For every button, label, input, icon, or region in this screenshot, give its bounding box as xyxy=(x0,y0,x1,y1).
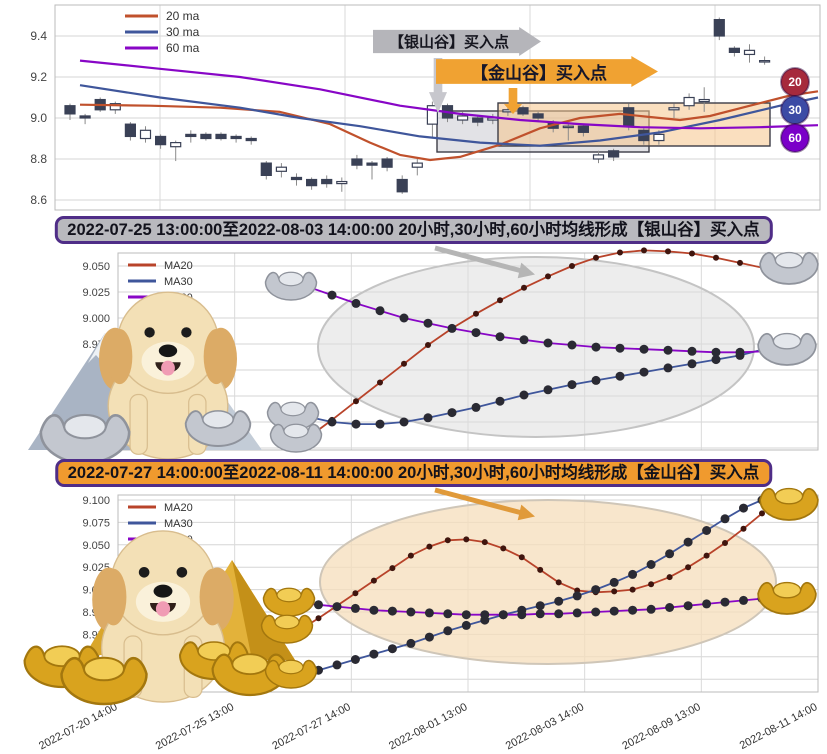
svg-text:60: 60 xyxy=(788,131,802,145)
svg-text:2022-08-11 14:00: 2022-08-11 14:00 xyxy=(738,701,820,752)
svg-text:MA20: MA20 xyxy=(164,502,193,514)
svg-text:9.100: 9.100 xyxy=(82,495,110,507)
svg-text:9.000: 9.000 xyxy=(82,313,110,325)
svg-text:9.0: 9.0 xyxy=(30,111,47,125)
svg-text:30 ma: 30 ma xyxy=(166,25,200,39)
silver-valley-ellipse xyxy=(317,256,755,438)
gold-ingot-icon xyxy=(262,587,316,617)
ma-badges: 20 30 60 xyxy=(780,67,810,153)
svg-text:2022-08-09 13:00: 2022-08-09 13:00 xyxy=(620,701,702,752)
silver-valley-annotation: 【银山谷】买入点 xyxy=(373,27,541,56)
svg-text:MA30: MA30 xyxy=(164,518,193,530)
kline-legend: 20 ma 30 ma 60 ma xyxy=(125,9,200,55)
silver-ingot-icon xyxy=(39,413,131,465)
svg-text:20 ma: 20 ma xyxy=(166,9,200,23)
silver-ingot-icon xyxy=(264,271,318,301)
gold-valley-chart: 9.1009.0759.0509.0259.0008.9758.9508.925… xyxy=(23,487,820,752)
svg-text:9.4: 9.4 xyxy=(30,29,47,43)
candlesticks xyxy=(64,17,771,194)
silver-decor xyxy=(28,291,262,465)
svg-text:2022-07-27 14:00: 2022-07-27 14:00 xyxy=(270,701,352,752)
silver-ingot-icon xyxy=(759,251,819,285)
svg-text:9.2: 9.2 xyxy=(30,70,47,84)
svg-text:9.050: 9.050 xyxy=(82,540,110,552)
svg-text:9.075: 9.075 xyxy=(82,517,110,529)
silver-ingot-icon xyxy=(269,423,323,453)
gold-decor xyxy=(23,530,295,706)
gold-valley-title: 2022-07-27 14:00:00至2022-08-11 14:00:00 … xyxy=(54,459,773,487)
gold-valley-annotation: 【金山谷】买入点 xyxy=(436,56,658,87)
svg-text:30: 30 xyxy=(788,103,802,117)
silver-valley-chart: 9.0509.0259.0008.9758.9508.9258.9008.875… xyxy=(28,245,819,465)
svg-text:8.8: 8.8 xyxy=(30,152,47,166)
svg-text:20: 20 xyxy=(788,75,802,89)
silver-valley-arrow-icon xyxy=(434,245,523,274)
60ma-line xyxy=(79,59,819,130)
ma20-line xyxy=(307,249,765,439)
gold-ingot-icon xyxy=(757,581,817,615)
svg-text:9.050: 9.050 xyxy=(82,261,110,273)
kline-chart: 9.4 9.2 9.0 8.8 8.6 20 ma 30 ma 60 ma 20 30 60 xyxy=(30,4,821,211)
svg-text:2022-08-01 13:00: 2022-08-01 13:00 xyxy=(387,701,469,752)
gold-ingot-icon xyxy=(759,487,819,521)
silver-valley-title: 2022-07-25 13:00:00至2022-08-03 14:00:00 … xyxy=(54,216,773,244)
gold-ingot-icon xyxy=(60,656,148,706)
gold-valley-ellipse xyxy=(319,499,777,665)
svg-text:2022-07-25 13:00: 2022-07-25 13:00 xyxy=(154,701,236,752)
svg-text:8.6: 8.6 xyxy=(30,193,47,207)
svg-text:2022-08-03 14:00: 2022-08-03 14:00 xyxy=(504,701,586,752)
svg-text:9.025: 9.025 xyxy=(82,287,110,299)
svg-text:60 ma: 60 ma xyxy=(166,41,200,55)
svg-text:MA20: MA20 xyxy=(164,260,193,272)
gold-ingot-icon xyxy=(264,659,318,689)
gold-ingot-icon xyxy=(260,614,314,644)
gold-valley-arrow-icon xyxy=(434,487,523,516)
30ma-line xyxy=(79,84,819,147)
ma20-line xyxy=(299,512,763,631)
svg-text:MA30: MA30 xyxy=(164,276,193,288)
silver-ingot-icon xyxy=(757,332,817,366)
silver-ingot-icon xyxy=(184,410,252,447)
svg-text:2022-07-20 14:00: 2022-07-20 14:00 xyxy=(37,701,119,752)
